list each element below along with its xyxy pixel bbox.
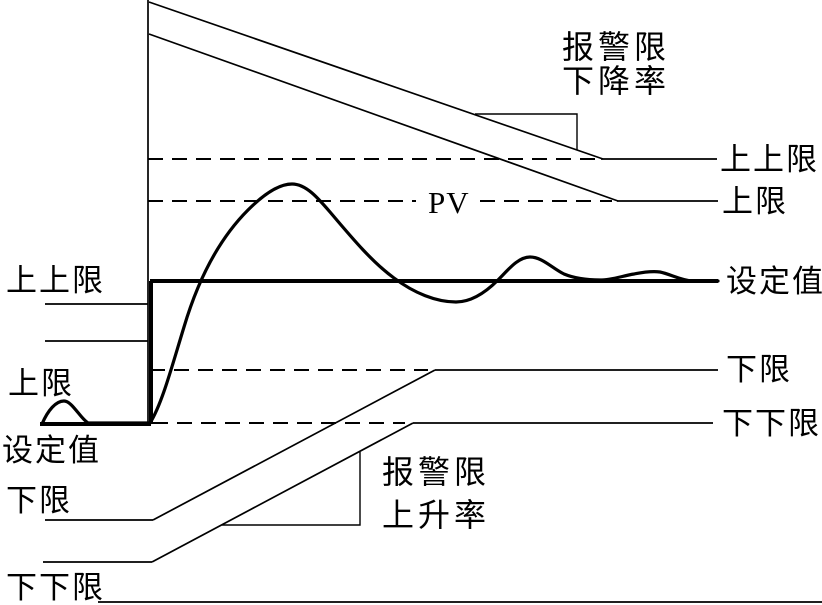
label-right-low-low: 下下限 xyxy=(722,406,821,441)
low-limit-rising-ramp xyxy=(152,369,436,521)
low-low-limit-rising-ramp xyxy=(151,422,414,563)
label-right-high-high: 上上限 xyxy=(720,142,819,177)
label-left-low: 下限 xyxy=(6,483,72,518)
rise-rate-annotation-line1: 报警限 xyxy=(382,454,490,490)
label-left-setpoint: 设定值 xyxy=(2,433,101,468)
pv-curve xyxy=(40,182,720,426)
high-limit-falling-ramp xyxy=(148,33,619,202)
rise-rate-bracket xyxy=(222,452,361,526)
high-high-limit-falling-ramp xyxy=(148,1,604,160)
fall-rate-annotation-line2: 下降率 xyxy=(562,63,670,99)
label-right-high: 上限 xyxy=(722,184,788,219)
label-right-low: 下限 xyxy=(726,352,792,387)
label-left-high-high: 上上限 xyxy=(6,263,105,298)
label-right-setpoint: 设定值 xyxy=(726,264,822,299)
pv-label: PV xyxy=(428,185,470,220)
label-left-low-low: 下下限 xyxy=(6,570,105,605)
fall-rate-bracket xyxy=(475,113,578,150)
fall-rate-annotation-line1: 报警限 xyxy=(562,29,670,65)
label-left-high: 上限 xyxy=(8,366,74,401)
rise-rate-annotation-line2: 上升率 xyxy=(382,497,490,533)
